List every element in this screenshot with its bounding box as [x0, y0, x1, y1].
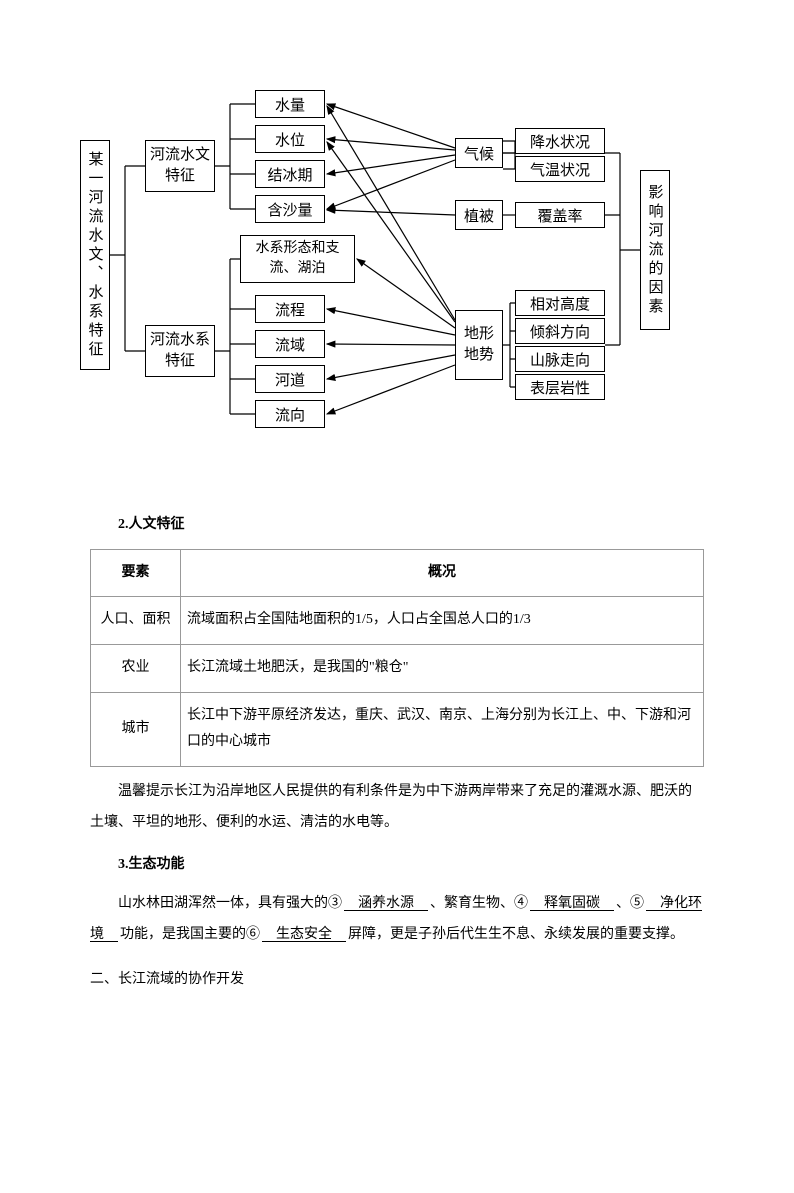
node-right-title: 影响河流的因素 — [640, 170, 670, 330]
heading-3: 3.生态功能 — [90, 850, 704, 881]
blank-4: 释氧固碳 — [528, 896, 616, 911]
node-c1: 气候 — [455, 138, 503, 168]
node-r4: 相对高度 — [515, 290, 605, 316]
river-diagram: 某一河流水文、水系特征 河流水文特征 河流水系特征 水量 水位 结冰期 含沙量 … — [80, 70, 720, 490]
node-r5: 倾斜方向 — [515, 318, 605, 344]
node-c2: 植被 — [455, 200, 503, 230]
node-m4: 含沙量 — [255, 195, 325, 223]
cell: 长江中下游平原经济发达，重庆、武汉、南京、上海分别为长江上、中、下游和河口的中心… — [181, 692, 704, 766]
text: 、繁育生物、④ — [430, 896, 528, 911]
cell: 城市 — [91, 692, 181, 766]
node-r6: 山脉走向 — [515, 346, 605, 372]
blank-6: 生态安全 — [260, 927, 348, 942]
table-row: 人口、面积 流域面积占全国陆地面积的1/5，人口占全国总人口的1/3 — [91, 597, 704, 645]
human-features-table: 要素 概况 人口、面积 流域面积占全国陆地面积的1/5，人口占全国总人口的1/3… — [90, 549, 704, 767]
eco-paragraph: 山水林田湖浑然一体，具有强大的③ 涵养水源 、繁育生物、④ 释氧固碳 、⑤ 净化… — [90, 889, 704, 951]
node-m6: 流程 — [255, 295, 325, 323]
node-m8: 河道 — [255, 365, 325, 393]
node-m2: 水位 — [255, 125, 325, 153]
node-m9: 流向 — [255, 400, 325, 428]
tip-paragraph: 温馨提示长江为沿岸地区人民提供的有利条件是为中下游两岸带来了充足的灌溉水源、肥沃… — [90, 777, 704, 839]
diagram-arrows — [80, 70, 720, 490]
table-row: 要素 概况 — [91, 549, 704, 597]
cell: 流域面积占全国陆地面积的1/5，人口占全国总人口的1/3 — [181, 597, 704, 645]
node-r3: 覆盖率 — [515, 202, 605, 228]
document-content: 2.人文特征 要素 概况 人口、面积 流域面积占全国陆地面积的1/5，人口占全国… — [90, 510, 704, 996]
text: 山水林田湖浑然一体，具有强大的③ — [118, 896, 342, 911]
table-row: 城市 长江中下游平原经济发达，重庆、武汉、南京、上海分别为长江上、中、下游和河口… — [91, 692, 704, 766]
section-ii-heading: 二、长江流域的协作开发 — [90, 965, 704, 996]
node-m5: 水系形态和支流、湖泊 — [240, 235, 355, 283]
node-m3: 结冰期 — [255, 160, 325, 188]
node-m1: 水量 — [255, 90, 325, 118]
node-group-b: 河流水系特征 — [145, 325, 215, 377]
blank-3: 涵养水源 — [342, 896, 430, 911]
text: 、⑤ — [616, 896, 644, 911]
node-r2: 气温状况 — [515, 156, 605, 182]
node-left-title: 某一河流水文、水系特征 — [80, 140, 110, 370]
node-r7: 表层岩性 — [515, 374, 605, 400]
heading-2: 2.人文特征 — [90, 510, 704, 541]
node-r1: 降水状况 — [515, 128, 605, 154]
cell: 农业 — [91, 644, 181, 692]
cell: 长江流域土地肥沃，是我国的"粮仓" — [181, 644, 704, 692]
text: 屏障，更是子孙后代生生不息、永续发展的重要支撑。 — [348, 927, 684, 942]
th-element: 要素 — [91, 549, 181, 597]
node-c3: 地形地势 — [455, 310, 503, 380]
table-row: 农业 长江流域土地肥沃，是我国的"粮仓" — [91, 644, 704, 692]
cell: 人口、面积 — [91, 597, 181, 645]
th-overview: 概况 — [181, 549, 704, 597]
node-m7: 流域 — [255, 330, 325, 358]
text: 功能，是我国主要的⑥ — [120, 927, 260, 942]
node-group-a: 河流水文特征 — [145, 140, 215, 192]
